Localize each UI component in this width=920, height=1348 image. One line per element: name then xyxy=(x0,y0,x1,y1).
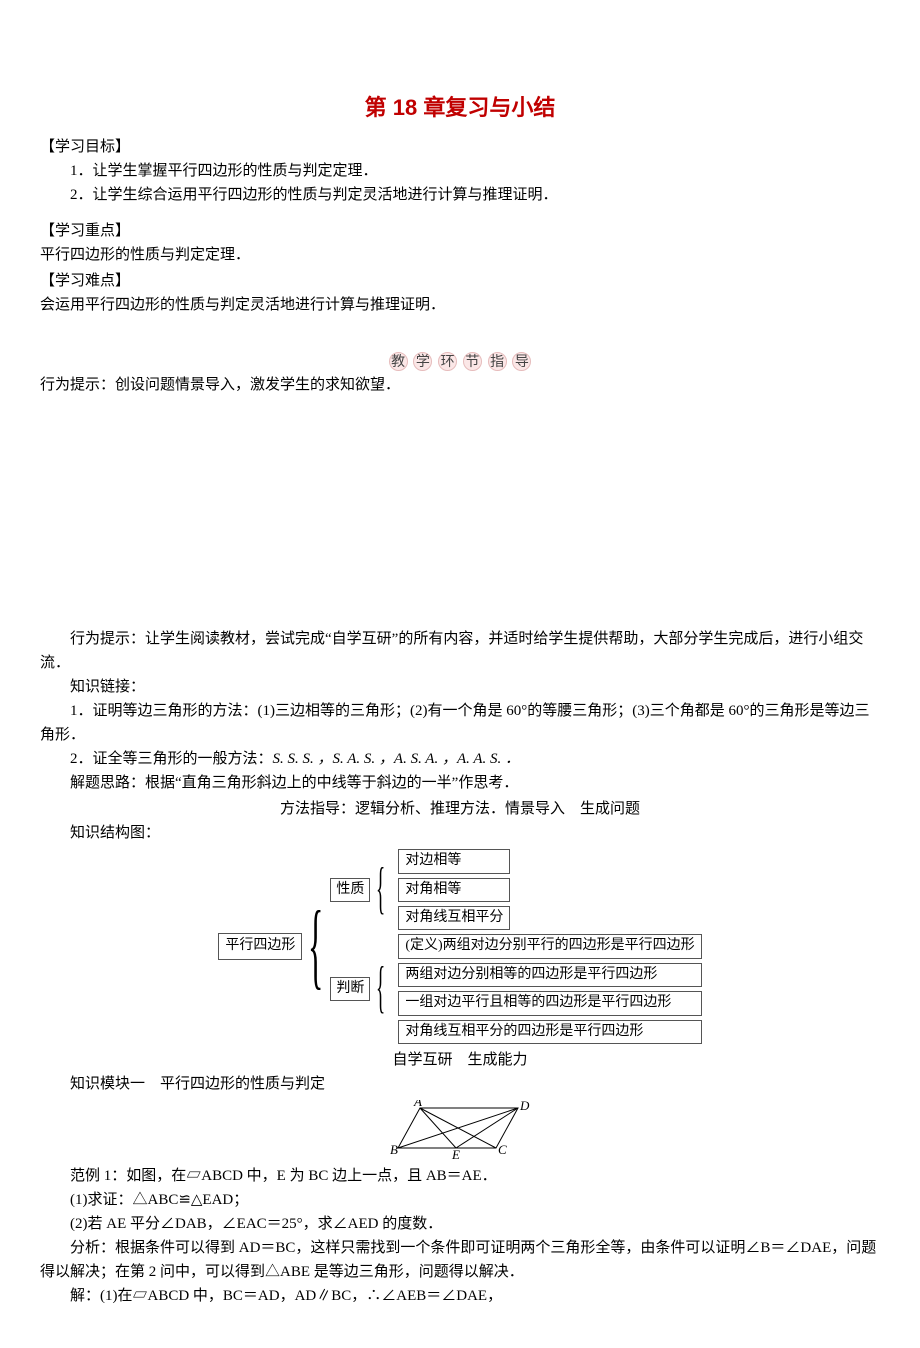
tree-leaf: 对角线互相平分 xyxy=(398,906,510,930)
banner-char-2: 环 xyxy=(438,352,457,371)
tree-node-label: 判断 xyxy=(330,977,370,1001)
focus-text: 平行四边形的性质与判定定理． xyxy=(40,243,880,267)
knowledge-link-label: 知识链接： xyxy=(40,675,880,699)
knowledge-link-1: 1．证明等边三角形的方法：(1)三边相等的三角形；(2)有一个角是 60°的等腰… xyxy=(40,699,880,747)
vertex-e-label: E xyxy=(451,1147,460,1160)
brace-icon: { xyxy=(376,923,383,1054)
banner-char-5: 导 xyxy=(512,352,531,371)
tree-leaf: 对角相等 xyxy=(398,878,510,902)
example-1-analysis: 分析：根据条件可以得到 AD＝BC，这样只需找到一个条件即可证明两个三角形全等，… xyxy=(40,1236,880,1284)
objective-1: 1．让学生掌握平行四边形的性质与判定定理． xyxy=(40,159,880,183)
example-1-q2: (2)若 AE 平分∠DAB，∠EAC＝25°，求∠AED 的度数． xyxy=(40,1212,880,1236)
tree-leaf: 两组对边分别相等的四边形是平行四边形 xyxy=(398,963,701,987)
knowledge-tree: 平行四边形 { 性质 { 对边相等 对角相等 对角线互相平分 判断 { (定义)… xyxy=(40,849,880,1044)
tree-leaf: 对边相等 xyxy=(398,849,510,873)
banner-char-0: 教 xyxy=(389,352,408,371)
link2-methods: S. S. S. ，S. A. S. ，A. S. A. ，A. A. S. ． xyxy=(273,751,521,767)
tip-1: 行为提示：创设问题情景导入，激发学生的求知欲望． xyxy=(40,373,880,397)
focus-label: 【学习重点】 xyxy=(40,219,880,243)
difficulty-text: 会运用平行四边形的性质与判定灵活地进行计算与推理证明． xyxy=(40,293,880,317)
vertex-b-label: B xyxy=(390,1142,398,1157)
method-guide: 方法指导：逻辑分析、推理方法．情景导入 生成问题 xyxy=(40,797,880,821)
objectives-label: 【学习目标】 xyxy=(40,135,880,159)
tree-node-label: 性质 xyxy=(330,878,370,902)
difficulty-label: 【学习难点】 xyxy=(40,269,880,293)
banner-char-4: 指 xyxy=(488,352,507,371)
module-1-title: 知识模块一 平行四边形的性质与判定 xyxy=(40,1072,880,1096)
page-title: 第 18 章复习与小结 xyxy=(40,90,880,125)
teach-banner: 教 学 环 节 指 导 xyxy=(40,349,880,373)
tree-leaf: (定义)两组对边分别平行的四边形是平行四边形 xyxy=(398,934,701,958)
tree-root: 平行四边形 xyxy=(218,933,302,959)
tree-leaf: 对角线互相平分的四边形是平行四边形 xyxy=(398,1020,701,1044)
banner-char-1: 学 xyxy=(413,352,432,371)
parallelogram-svg: A D B C E xyxy=(390,1100,530,1160)
vertex-a-label: A xyxy=(413,1100,422,1109)
brace-icon: { xyxy=(308,830,315,1064)
link2-prefix: 2．证全等三角形的一般方法： xyxy=(70,751,273,767)
structure-label: 知识结构图： xyxy=(40,821,880,845)
vertex-c-label: C xyxy=(498,1142,507,1157)
tree-leaf: 一组对边平行且相等的四边形是平行四边形 xyxy=(398,991,701,1015)
knowledge-link-2: 2．证全等三角形的一般方法：S. S. S. ，S. A. S. ，A. S. … xyxy=(40,747,880,771)
solution-thinking: 解题思路：根据“直角三角形斜边上的中线等于斜边的一半”作思考． xyxy=(40,771,880,795)
example-1-solution: 解：(1)在▱ABCD 中，BC＝AD，AD∥BC，∴∠AEB＝∠DAE， xyxy=(40,1284,880,1308)
vertex-d-label: D xyxy=(519,1100,530,1113)
objective-2: 2．让学生综合运用平行四边形的性质与判定灵活地进行计算与推理证明． xyxy=(40,183,880,207)
example-1-intro: 范例 1：如图，在▱ABCD 中，E 为 BC 边上一点，且 AB＝AE． xyxy=(40,1164,880,1188)
tip-2: 行为提示：让学生阅读教材，尝试完成“自学互研”的所有内容，并适时给学生提供帮助，… xyxy=(40,627,880,675)
parallelogram-figure: A D B C E xyxy=(40,1100,880,1160)
banner-char-3: 节 xyxy=(463,352,482,371)
example-1-q1: (1)求证：△ABC≌△EAD； xyxy=(40,1188,880,1212)
self-study-label: 自学互研 生成能力 xyxy=(40,1048,880,1072)
